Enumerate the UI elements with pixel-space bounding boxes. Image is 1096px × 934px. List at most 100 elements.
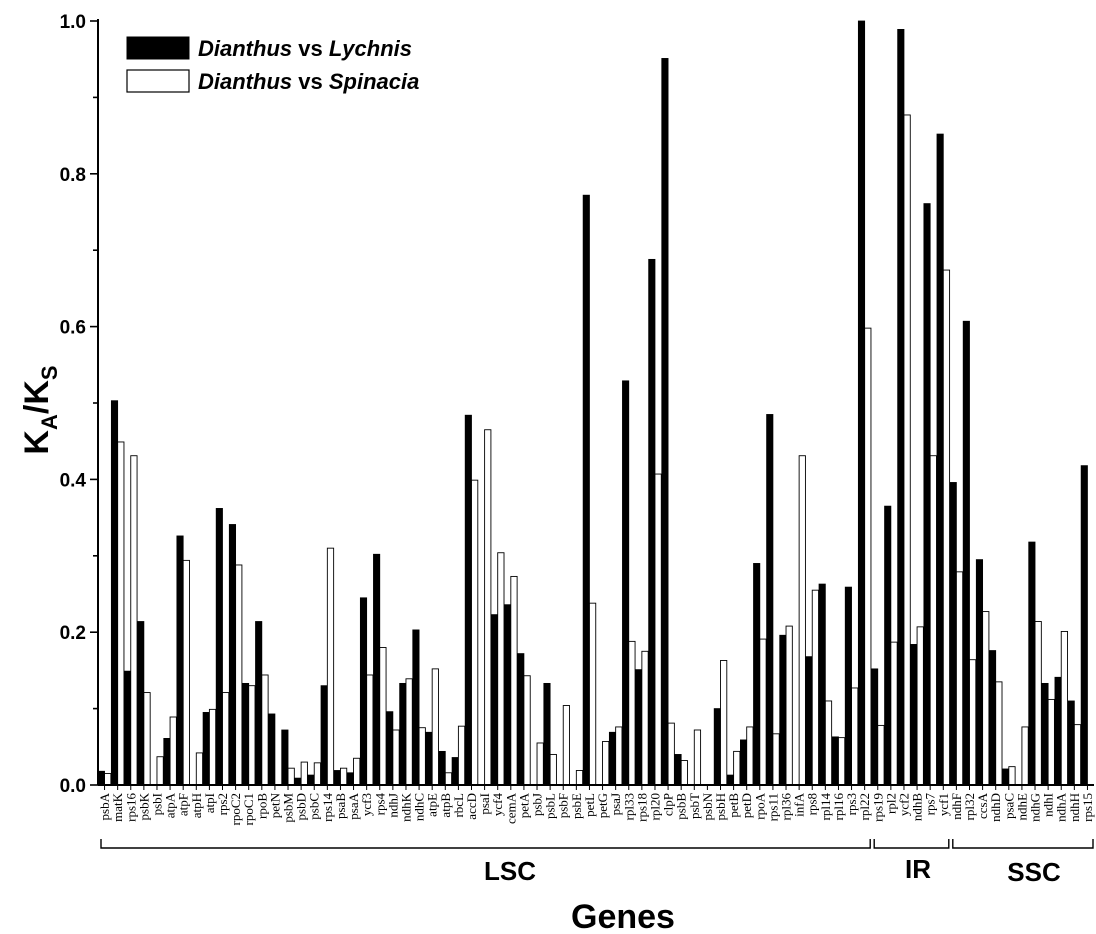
bar-rps14-spinacia [326,547,335,786]
bar-matK-spinacia [117,441,125,786]
bar-rpl16-spinacia [838,737,846,786]
x-tick-label-rps15: rps15 [1080,793,1095,822]
bar-psbT-spinacia [693,729,702,786]
bar-rbcL-spinacia [457,725,466,786]
bar-ndhA-lychnis [1054,676,1062,786]
bar-ndhH-lychnis [1067,700,1075,786]
bar-rps18-lychnis [635,669,643,786]
x-tick-label-rps8: rps8 [805,793,820,815]
bar-psbD-lychnis [294,777,302,786]
bar-rpl14-spinacia [824,700,833,786]
x-tick-label-rpoC2: rpoC2 [228,793,243,826]
x-tick-label-atpF: atpF [176,793,191,816]
x-tick-label-atpE: atpE [425,793,440,817]
x-tick-label-rps2: rps2 [215,793,230,815]
bar-rps7-spinacia [929,455,937,786]
bar-ndhA-spinacia [1060,630,1068,786]
x-tick-label-petD: petD [739,793,754,818]
bar-rpl2-spinacia [890,641,898,786]
x-tick-label-rps18: rps18 [634,793,649,822]
bar-psaJ-spinacia [615,726,623,786]
x-tick-label-psbI: psbI [149,793,164,815]
x-tick-label-rps11: rps11 [765,793,780,821]
bar-rps8-lychnis [805,656,813,786]
x-tick-label-ndhK: ndhK [398,792,413,822]
x-tick-label-rpl36: rpl36 [779,793,794,821]
bar-psbJ-spinacia [536,742,544,786]
bar-ycf2-spinacia [903,114,911,786]
bar-petD-lychnis [740,739,748,786]
bar-psbK-spinacia [143,692,151,786]
bar-psbC-spinacia [313,762,321,786]
x-tick-label-psbA: psbA [97,792,112,820]
bar-ndhF-spinacia [955,571,964,786]
bar-rps14-lychnis [320,685,328,786]
bar-rpoB-spinacia [261,674,269,786]
bar-accD-lychnis [464,414,472,786]
bar-ndhK-lychnis [399,682,407,786]
x-tick-label-psbH: psbH [713,793,728,820]
bar-psaB-spinacia [340,767,348,786]
x-tick-label-rpoC1: rpoC1 [241,793,256,826]
bar-ycf1-spinacia [942,269,951,786]
x-tick-label-ndhF: ndhF [949,793,964,820]
bar-ndhC-lychnis [412,629,420,786]
bar-psbB-lychnis [674,754,682,786]
bar-psbL-lychnis [543,682,551,786]
bar-psbL-spinacia [549,753,557,786]
bar-psbA-lychnis [97,770,105,786]
x-tick-label-rpl32: rpl32 [962,793,977,820]
x-tick-label-petL: petL [582,793,597,817]
bar-rps15-lychnis [1080,465,1088,786]
legend-swatch-spinacia [126,69,190,93]
bar-petB-spinacia [733,750,741,786]
bar-ndhH-spinacia [1073,724,1082,786]
legend-label-lychnis: Dianthus vs Lychnis [198,36,412,61]
bar-atpA-spinacia [169,716,177,786]
region-bracket-ir [873,839,950,849]
x-tick-label-atpA: atpA [163,792,178,818]
x-tick-label-matK: matK [110,792,125,821]
bar-rpoC1-lychnis [242,682,250,786]
x-axis-gene-labels: psbAmatKrps16psbKpsbIatpAatpFatpHatpIrps… [97,785,1095,826]
bar-rpl33-spinacia [628,640,636,786]
bar-group [97,20,1088,786]
bar-atpE-spinacia [431,668,439,786]
bar-rpl32-lychnis [962,320,970,786]
bar-ndhG-spinacia [1034,621,1042,786]
x-tick-label-infA: infA [792,792,807,816]
x-tick-label-rps3: rps3 [844,793,859,815]
bar-rbcL-lychnis [451,757,459,786]
bar-ndhD-spinacia [995,681,1003,786]
bar-ndhD-lychnis [989,650,997,786]
bar-rps4-lychnis [373,553,381,786]
y-axis-title: KA/KS [18,365,62,454]
bar-rpoA-spinacia [759,638,767,786]
legend-swatch-lychnis [126,36,190,60]
y-tick-label: 0.2 [60,623,86,644]
bar-rpoC2-lychnis [228,524,237,786]
bar-atpA-lychnis [163,738,171,786]
x-tick-label-ndhH: ndhH [1067,793,1082,822]
x-tick-label-rps7: rps7 [923,793,938,816]
bar-petD-spinacia [746,726,754,786]
region-label-lsc: LSC [484,856,536,886]
bar-rpl33-lychnis [622,380,630,786]
bar-ycf3-spinacia [366,674,374,786]
bar-ndhI-lychnis [1041,682,1049,786]
bar-rpl36-spinacia [785,625,793,786]
x-tick-label-ndhB: ndhB [910,793,925,822]
y-tick-label: 0.0 [60,776,86,797]
bar-ycf2-lychnis [897,28,905,786]
bar-ycf4-lychnis [491,614,499,786]
bar-rpoC2-spinacia [235,564,243,786]
bar-rps3-lychnis [844,586,852,786]
x-tick-label-psaA: psaA [346,792,361,819]
region-bracket-lsc [100,839,871,849]
x-tick-label-cemA: cemA [503,792,518,824]
x-tick-label-rpl16: rpl16 [831,793,846,821]
bar-rps18-spinacia [641,650,649,786]
x-tick-label-ndhJ: ndhJ [385,793,400,818]
bar-rps16-lychnis [124,670,132,786]
bar-ndhB-lychnis [910,644,918,786]
